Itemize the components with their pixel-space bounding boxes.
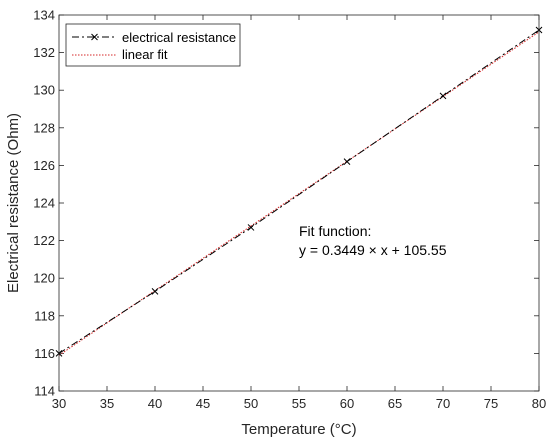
x-axis-label: Temperature (°C): [241, 421, 356, 438]
fit-annotation-line2: y = 0.3449 × x + 105.55: [299, 242, 447, 258]
x-tick-label: 75: [484, 396, 498, 411]
x-tick-label: 45: [196, 396, 210, 411]
y-tick-label: 124: [33, 196, 55, 211]
x-tick-label: 40: [148, 396, 162, 411]
x-tick-label: 60: [340, 396, 354, 411]
data-point-marker: [439, 92, 447, 100]
x-tick-label: 50: [244, 396, 258, 411]
y-tick-label: 114: [34, 384, 55, 399]
y-tick-label: 126: [33, 158, 55, 173]
data-point-marker: [247, 224, 255, 231]
fit-annotation-line1: Fit function:: [299, 223, 371, 239]
x-tick-label: 35: [100, 396, 114, 411]
y-axis-label: Electrical resistance (Ohm): [5, 113, 22, 293]
y-tick-label: 120: [33, 271, 55, 286]
x-tick-label: 65: [388, 396, 402, 411]
plot-area: [59, 15, 539, 391]
data-point-marker: [343, 158, 351, 165]
legend-marker-resistance: [91, 33, 98, 41]
series-layer: [55, 26, 543, 357]
ticks-layer: 30 35 40 45 50 55 60 65 70 75 80 114 116 118 120 122 124…: [33, 8, 546, 412]
legend-label-resistance: electrical resistance: [122, 30, 236, 45]
x-tick-label: 30: [52, 396, 66, 411]
data-point-marker: [151, 288, 159, 295]
plot-frame: [58, 14, 540, 392]
y-tick-label: 132: [33, 45, 55, 60]
y-tick-label: 122: [33, 233, 55, 248]
x-tick-label: 70: [436, 396, 450, 411]
y-tick-label: 134: [33, 8, 55, 23]
x-tick-label: 80: [532, 396, 546, 411]
legend-label-fit: linear fit: [122, 47, 168, 62]
legend-box: [65, 23, 241, 67]
y-tick-label: 128: [33, 120, 55, 135]
y-tick-label: 130: [33, 83, 55, 98]
y-tick-label: 118: [34, 308, 55, 323]
y-tick-label: 116: [34, 346, 55, 361]
x-tick-label: 55: [292, 396, 306, 411]
legend: electrical resistance linear fit: [65, 23, 241, 67]
resistance-line: [58, 29, 540, 354]
